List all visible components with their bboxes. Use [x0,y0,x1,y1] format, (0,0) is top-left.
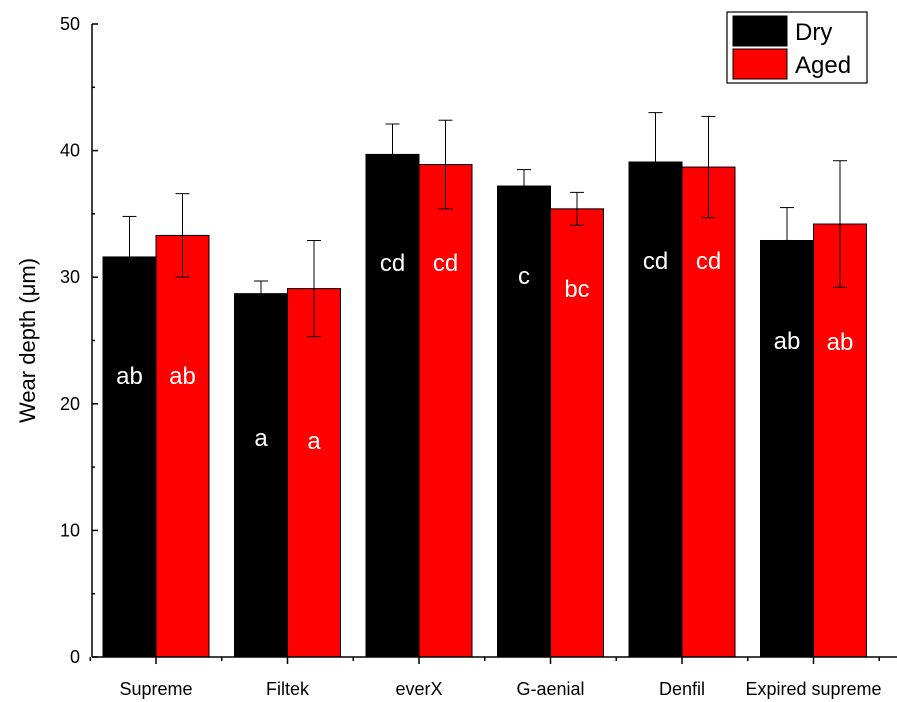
bar-dry [497,185,551,658]
error-bars-layer [122,112,847,338]
y-tick-label: 0 [70,647,80,667]
bar-aged [813,223,867,658]
group-label: bc [564,276,589,303]
group-label: cd [433,250,458,277]
legend: Dry Aged [726,11,868,84]
group-label: ab [169,363,196,390]
legend-label-aged: Aged [795,52,851,79]
group-label: a [254,425,268,452]
x-ticks-layer: Supreme Filtek everX G-aenial Denfil Expired … [89,657,882,699]
x-category-label: Filtek [266,679,310,699]
x-category-label: G-aenial [516,679,584,699]
y-tick-label: 20 [60,394,80,414]
group-label: ab [827,329,854,356]
group-label: c [518,263,530,290]
y-tick-label: 30 [60,267,80,287]
bar-dry [628,161,683,658]
y-ticks-layer: 0 10 20 30 40 50 [60,14,98,667]
legend-label-dry: Dry [795,19,832,46]
bars-layer [102,153,867,658]
legend-swatch-aged [732,48,788,80]
group-label: a [307,428,321,455]
x-category-label: Expired supreme [745,679,881,699]
y-tick-label: 10 [60,520,80,540]
bar-dry [760,239,814,658]
x-category-label: everX [395,679,442,699]
y-tick-label: 50 [60,14,80,34]
group-label: ab [116,363,143,390]
legend-swatch-dry [732,15,788,47]
group-label: ab [774,328,801,355]
y-tick-label: 40 [60,141,80,161]
bar-dry [234,293,288,658]
bar-aged [287,288,341,658]
x-category-label: Denfil [659,679,705,699]
y-axis-label: Wear depth (μm) [15,258,40,423]
group-label: cd [380,250,405,277]
bar-aged [155,234,210,658]
group-label: cd [643,248,668,275]
group-label: cd [696,248,721,275]
bar-aged [550,208,604,658]
bar-aged [681,166,736,658]
bar-aged [418,164,473,658]
bar-dry [365,153,420,658]
x-category-label: Supreme [119,679,192,699]
bar-dry [102,256,157,658]
